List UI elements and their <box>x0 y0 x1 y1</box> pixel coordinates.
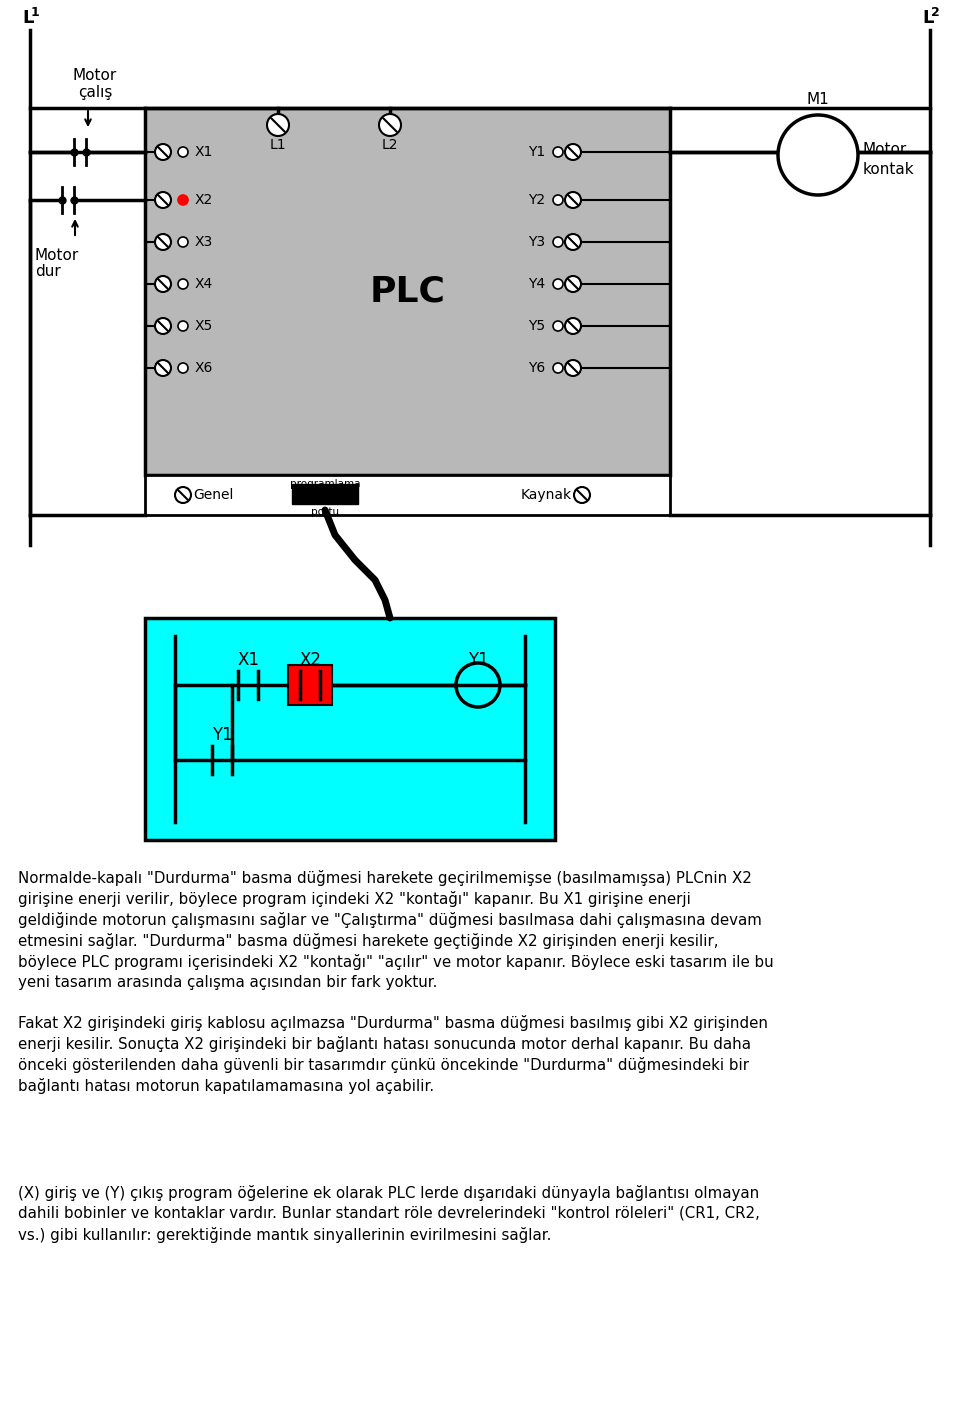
Circle shape <box>553 237 563 247</box>
Text: Kaynak: Kaynak <box>521 488 572 503</box>
Circle shape <box>155 234 171 250</box>
Text: vs.) gibi kullanılır: gerektiğinde mantık sinyallerinin evirilmesini sağlar.: vs.) gibi kullanılır: gerektiğinde mantı… <box>18 1227 551 1242</box>
Circle shape <box>178 278 188 288</box>
Text: dur: dur <box>35 264 60 280</box>
Circle shape <box>155 318 171 334</box>
Circle shape <box>553 278 563 288</box>
Circle shape <box>178 147 188 157</box>
Text: girişine enerji verilir, böylece program içindeki X2 "kontağı" kapanır. Bu X1 gi: girişine enerji verilir, böylece program… <box>18 891 691 907</box>
Text: Genel: Genel <box>193 488 233 503</box>
Text: Y2: Y2 <box>528 193 545 207</box>
Circle shape <box>178 237 188 247</box>
Bar <box>145 109 670 476</box>
Circle shape <box>565 144 581 160</box>
Text: X5: X5 <box>195 318 213 333</box>
Bar <box>145 618 555 840</box>
Text: L: L <box>22 9 34 27</box>
Text: X4: X4 <box>195 277 213 291</box>
Circle shape <box>565 234 581 250</box>
Text: Normalde-kapalı "Durdurma" basma düğmesi harekete geçirilmemişse (basılmamışsa) : Normalde-kapalı "Durdurma" basma düğmesi… <box>18 870 752 885</box>
Circle shape <box>178 196 188 206</box>
Text: PLC: PLC <box>370 274 445 308</box>
Text: Fakat X2 girişindeki giriş kablosu açılmazsa "Durdurma" basma düğmesi basılmış g: Fakat X2 girişindeki giriş kablosu açılm… <box>18 1015 768 1031</box>
Bar <box>288 665 332 705</box>
Text: M1: M1 <box>806 93 829 107</box>
Text: 1: 1 <box>31 6 39 19</box>
Text: X1: X1 <box>195 146 213 159</box>
Text: Y1: Y1 <box>528 146 545 159</box>
Circle shape <box>175 487 191 503</box>
Circle shape <box>553 321 563 331</box>
Text: geldiğinde motorun çalışmasını sağlar ve "Çalıştırma" düğmesi basılmasa dahi çal: geldiğinde motorun çalışmasını sağlar ve… <box>18 912 762 928</box>
Text: Motor: Motor <box>73 67 117 83</box>
Circle shape <box>565 318 581 334</box>
Circle shape <box>553 196 563 206</box>
Text: Motor: Motor <box>35 247 80 263</box>
Circle shape <box>379 114 401 136</box>
Circle shape <box>267 114 289 136</box>
Circle shape <box>155 360 171 376</box>
Circle shape <box>565 360 581 376</box>
Text: bağlantı hatası motorun kapatılamamasına yol açabilir.: bağlantı hatası motorun kapatılamamasına… <box>18 1078 434 1094</box>
Text: dahili bobinler ve kontaklar vardır. Bunlar standart röle devrelerindeki "kontro: dahili bobinler ve kontaklar vardır. Bun… <box>18 1207 760 1221</box>
Text: Y1: Y1 <box>211 725 232 744</box>
Text: Y6: Y6 <box>528 361 545 376</box>
Circle shape <box>178 321 188 331</box>
Text: Y3: Y3 <box>528 236 545 248</box>
Circle shape <box>565 276 581 291</box>
Text: L: L <box>923 9 934 27</box>
Text: Y1: Y1 <box>468 651 489 668</box>
Circle shape <box>155 144 171 160</box>
Text: L1: L1 <box>270 139 286 151</box>
Circle shape <box>155 191 171 208</box>
Text: önceki gösterilenden daha güvenli bir tasarımdır çünkü öncekinde "Durdurma" düğm: önceki gösterilenden daha güvenli bir ta… <box>18 1057 749 1072</box>
Text: Y4: Y4 <box>528 277 545 291</box>
Text: X3: X3 <box>195 236 213 248</box>
Text: L2: L2 <box>382 139 398 151</box>
Circle shape <box>778 116 858 196</box>
Text: çalış: çalış <box>78 84 112 100</box>
Text: etmesini sağlar. "Durdurma" basma düğmesi harekete geçtiğinde X2 girişinden ener: etmesini sağlar. "Durdurma" basma düğmes… <box>18 932 718 950</box>
Bar <box>292 484 358 504</box>
Text: Y5: Y5 <box>528 318 545 333</box>
Circle shape <box>553 147 563 157</box>
Text: kontak: kontak <box>863 161 915 177</box>
Text: X2: X2 <box>195 193 213 207</box>
Bar <box>145 476 670 516</box>
Circle shape <box>553 363 563 373</box>
Circle shape <box>178 363 188 373</box>
Text: X1: X1 <box>237 651 259 668</box>
Text: (X) giriş ve (Y) çıkış program öğelerine ek olarak PLC lerde dışarıdaki dünyayla: (X) giriş ve (Y) çıkış program öğelerine… <box>18 1185 759 1201</box>
Circle shape <box>565 191 581 208</box>
Text: portu: portu <box>311 507 339 517</box>
Circle shape <box>155 276 171 291</box>
Circle shape <box>574 487 590 503</box>
Text: Motor: Motor <box>863 143 907 157</box>
Text: X6: X6 <box>195 361 213 376</box>
Text: X2: X2 <box>299 651 321 668</box>
Text: böylece PLC programı içerisindeki X2 "kontağı" "açılır" ve motor kapanır. Böylec: böylece PLC programı içerisindeki X2 "ko… <box>18 954 774 970</box>
Text: enerji kesilir. Sonuçta X2 girişindeki bir bağlantı hatası sonucunda motor derha: enerji kesilir. Sonuçta X2 girişindeki b… <box>18 1035 751 1052</box>
Text: 2: 2 <box>930 6 940 19</box>
Text: programlama: programlama <box>290 478 360 488</box>
Text: yeni tasarım arasında çalışma açısından bir fark yoktur.: yeni tasarım arasında çalışma açısından … <box>18 975 438 990</box>
